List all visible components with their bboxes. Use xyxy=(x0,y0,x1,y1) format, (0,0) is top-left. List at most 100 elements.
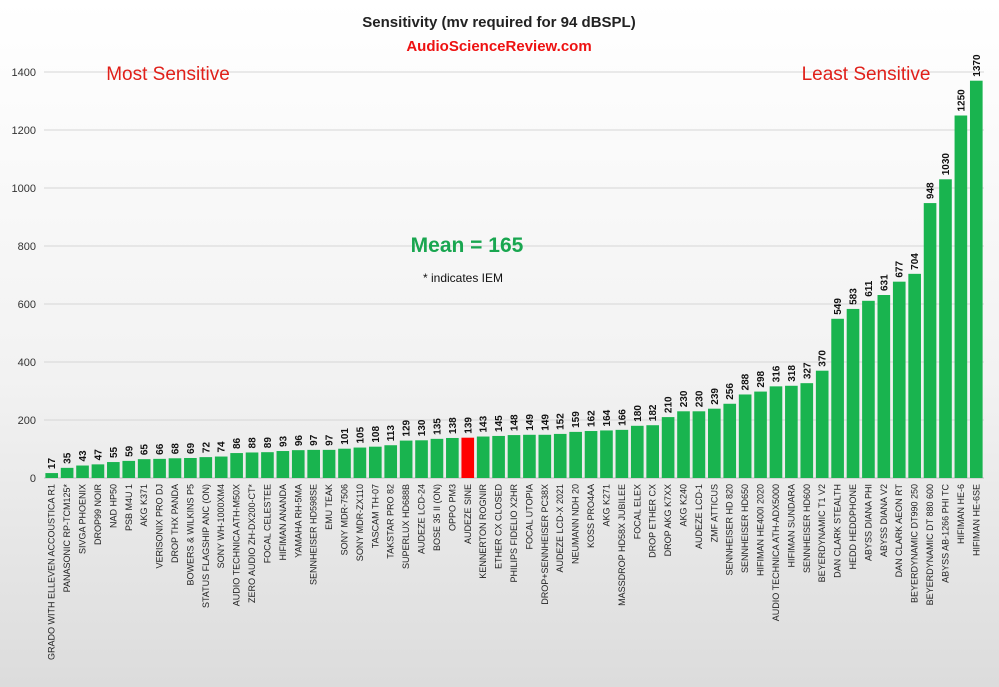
x-tick-label: DROP+SENNHEISER PC38X xyxy=(540,484,550,605)
bar xyxy=(245,452,259,478)
data-label: 138 xyxy=(448,417,459,434)
x-tick-label: ETHER CX CLOSED xyxy=(494,484,504,570)
bar xyxy=(384,445,398,478)
bar xyxy=(708,408,721,478)
bar xyxy=(291,450,305,478)
data-label: 230 xyxy=(694,390,705,407)
x-tick-label: BEYERDYNAMIC T1 V2 xyxy=(817,484,827,582)
bar xyxy=(553,433,567,478)
x-tick-label: SENNHEISER HD 820 xyxy=(725,484,735,576)
data-label: 316 xyxy=(771,365,782,382)
bar xyxy=(569,431,582,478)
bar xyxy=(769,386,783,478)
data-label: 72 xyxy=(201,442,212,454)
data-label: 65 xyxy=(140,444,151,456)
bar xyxy=(785,385,798,478)
x-tick-label: STATUS FLAGSHIP ANC (ON) xyxy=(201,484,211,608)
y-axis-ticks: 0 200 400 600 800 1000 1200 1400 xyxy=(12,67,36,485)
bar xyxy=(939,179,952,479)
data-label: 66 xyxy=(155,443,166,455)
x-tick-label: SENNHEISER HD650 xyxy=(740,484,750,573)
y-tick-label: 200 xyxy=(18,415,36,427)
x-tick-label: SUPERLUX HD688B xyxy=(401,484,411,569)
bar xyxy=(338,448,351,478)
x-tick-label: AKG K271 xyxy=(601,484,611,527)
y-tick-label: 400 xyxy=(18,357,36,369)
x-tick-label: AUDEZE LCD-X 2021 xyxy=(555,484,565,573)
data-label: 256 xyxy=(725,383,736,400)
y-tick-label: 600 xyxy=(18,299,36,311)
data-label: 93 xyxy=(278,435,289,447)
bar xyxy=(168,458,182,478)
value-labels: 17 35 43 47 55 59 65 66 68 69 72 74 86 88 89 93 96 97 97 10… xyxy=(47,54,983,469)
data-label: 370 xyxy=(818,350,829,367)
bar xyxy=(677,411,690,478)
data-label: 105 xyxy=(355,426,366,443)
y-tick-label: 0 xyxy=(30,473,36,485)
data-label: 318 xyxy=(787,365,798,382)
x-tick-label: HIFIMAN HE400I 2020 xyxy=(756,484,766,576)
bar xyxy=(800,383,814,478)
x-tick-label: HEDD HEDDPHONE xyxy=(848,484,858,570)
bar xyxy=(322,449,336,478)
bar xyxy=(600,430,613,478)
bar xyxy=(923,203,937,478)
x-tick-label: AUDEZE LCD-24 xyxy=(417,484,427,554)
bar xyxy=(261,452,274,478)
x-tick-label: HIFIMAN ANANDA xyxy=(278,484,288,561)
y-tick-label: 1400 xyxy=(12,67,36,79)
data-label: 180 xyxy=(633,405,644,422)
bar xyxy=(615,429,629,478)
x-tick-label: ABYSS DIANA V2 xyxy=(879,484,889,557)
data-label: 17 xyxy=(47,458,58,470)
data-label: 631 xyxy=(879,274,890,291)
bar xyxy=(754,391,767,478)
bar xyxy=(954,115,968,478)
data-label: 162 xyxy=(587,410,598,427)
x-tick-label: KOSS PRO4AA xyxy=(586,484,596,548)
x-tick-label: HIFIMAN HE-6SE xyxy=(971,484,981,556)
data-label: 35 xyxy=(63,452,74,464)
x-tick-label: SONY MDR-ZX110 xyxy=(355,484,365,561)
x-tick-label: TAKSTAR PRO 82 xyxy=(386,484,396,559)
data-label: 210 xyxy=(664,396,675,413)
x-tick-label: DROP ETHER CX xyxy=(648,484,658,558)
bar xyxy=(153,458,166,478)
x-tick-label: FOCAL CELESTEE xyxy=(262,484,272,563)
x-tick-label: AUDIO TECHNICA ATH-ADX5000 xyxy=(771,484,781,621)
x-tick-label: AUDEZE LCD-1 xyxy=(694,484,704,549)
x-tick-label: FOCAL UTOPIA xyxy=(524,484,534,550)
bar xyxy=(91,464,105,478)
x-tick-label: DROP99 NOIR xyxy=(93,484,103,546)
x-tick-label: BOSE 35 II (ON) xyxy=(432,484,442,551)
data-label: 948 xyxy=(926,182,937,199)
data-label: 89 xyxy=(263,437,274,449)
x-tick-label: AUDIO TECHNICA ATH-M50X xyxy=(232,484,242,606)
data-label: 298 xyxy=(756,370,767,387)
data-label: 43 xyxy=(78,450,89,462)
bar xyxy=(492,435,505,478)
x-tick-label: DROP AKG K7XX xyxy=(663,484,673,556)
data-label: 47 xyxy=(93,449,104,461)
bar xyxy=(199,457,213,478)
bar xyxy=(214,456,228,478)
bar xyxy=(415,440,428,478)
bar xyxy=(646,425,660,478)
x-tick-label: SONY WH-1000XM4 xyxy=(216,484,226,568)
bar xyxy=(738,394,752,478)
x-tick-label: YAMAHA RH-5MA xyxy=(293,484,303,558)
bar xyxy=(692,411,706,478)
data-label: 152 xyxy=(556,413,567,430)
iem-note: * indicates IEM xyxy=(423,271,503,285)
bars xyxy=(45,80,983,479)
bar xyxy=(107,462,120,478)
y-tick-label: 1000 xyxy=(12,183,36,195)
data-label: 230 xyxy=(679,390,690,407)
x-tick-label: BOWERS & WILKINS P5 xyxy=(185,484,195,586)
bar xyxy=(446,437,459,478)
data-label: 611 xyxy=(864,280,875,297)
data-label: 68 xyxy=(170,443,181,455)
data-label: 88 xyxy=(248,437,259,449)
